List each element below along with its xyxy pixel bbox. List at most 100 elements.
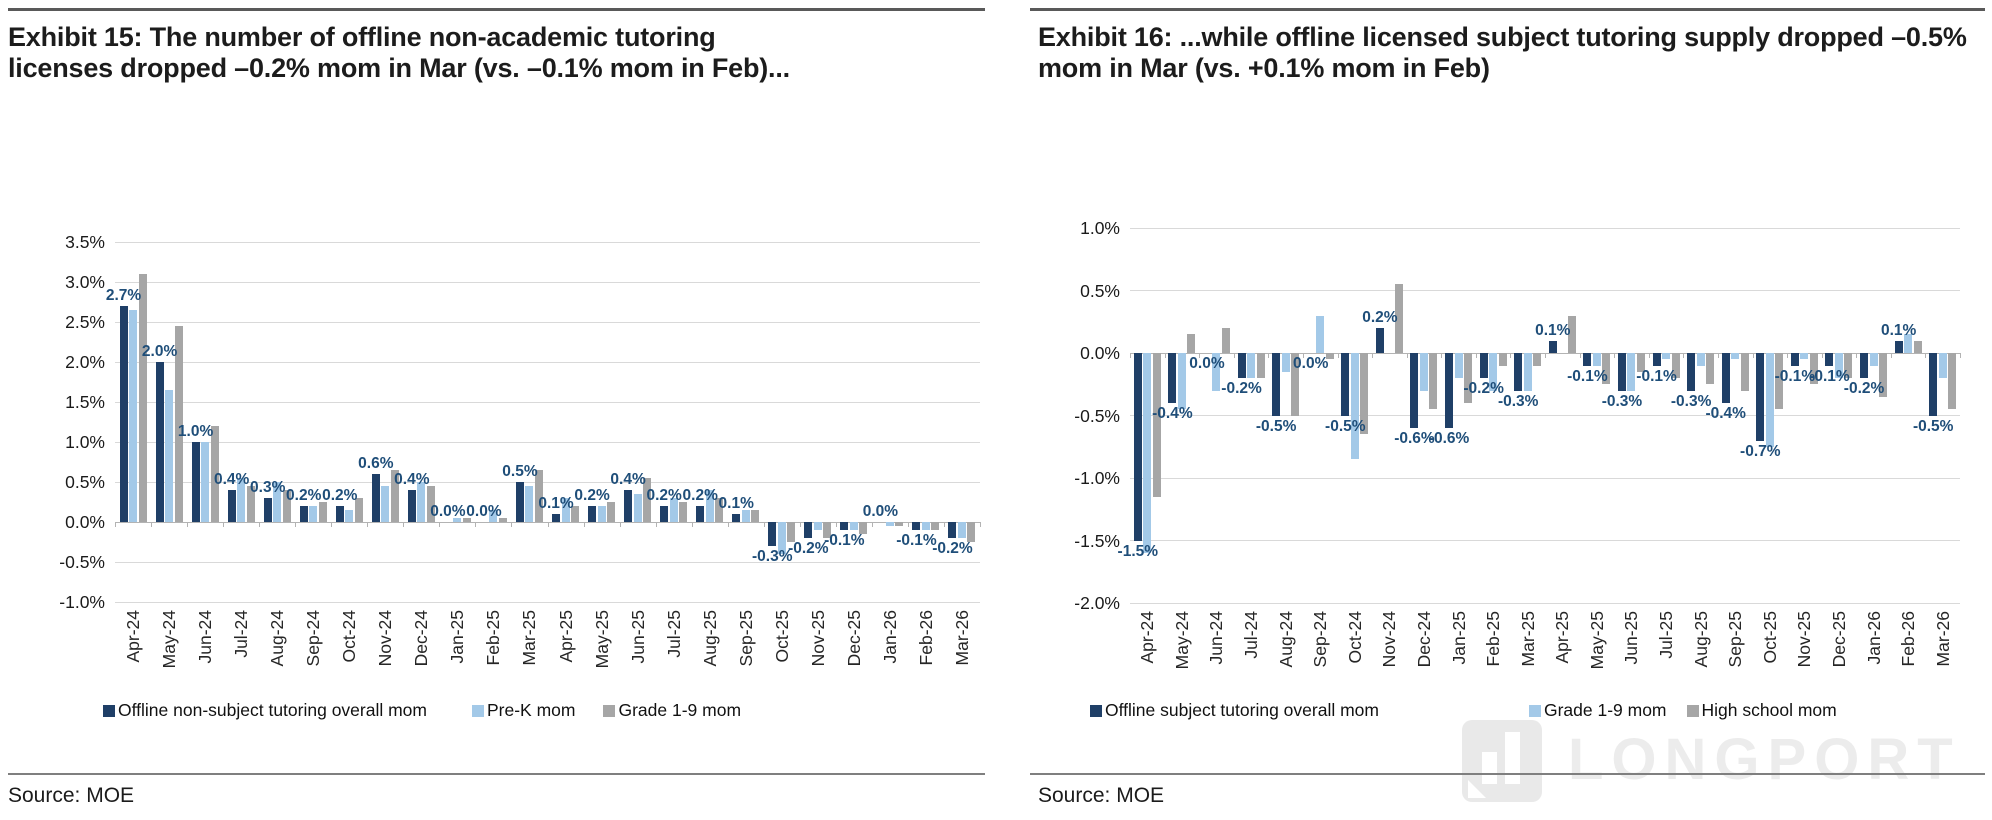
bar-data-label: -0.7%	[1740, 442, 1781, 460]
x-axis-category-label: Nov-25	[807, 610, 828, 667]
bar-data-label: -0.3%	[1497, 392, 1539, 410]
bar-data-label: -0.2%	[1463, 380, 1504, 397]
axis-tick	[691, 522, 693, 527]
x-axis-category-label: Feb-25	[483, 610, 504, 666]
bar	[1706, 353, 1715, 385]
bar	[138, 274, 147, 522]
bar	[1187, 334, 1196, 353]
bar	[119, 306, 128, 522]
x-axis-category-label: Oct-24	[1344, 611, 1365, 664]
bar	[1410, 353, 1419, 428]
bar-data-label: 0.0%	[466, 503, 502, 520]
bar	[1394, 284, 1403, 353]
bar-data-label: -0.6%	[1394, 430, 1435, 447]
axis-tick	[763, 522, 765, 527]
x-axis-category-label: Sep-25	[1725, 611, 1746, 668]
bar-data-label: -1.5%	[1117, 542, 1159, 560]
x-axis-category-label: Aug-24	[1275, 611, 1296, 668]
bar	[1860, 353, 1869, 378]
bar-data-label: 0.1%	[718, 495, 754, 512]
bar	[1929, 353, 1938, 416]
top-rule	[1030, 8, 1985, 11]
x-axis-category-label: Sep-25	[735, 610, 756, 667]
grid-line	[1130, 227, 1960, 229]
bar	[1775, 353, 1784, 410]
x-axis-category-label: Aug-25	[1690, 611, 1711, 668]
bar	[561, 498, 570, 522]
grid-line	[1130, 477, 1960, 479]
bar	[624, 490, 633, 522]
grid-line	[115, 441, 980, 443]
bar	[552, 514, 561, 522]
x-axis-category-label: Jun-25	[1621, 611, 1642, 665]
x-axis-category-label: Feb-26	[1898, 611, 1919, 667]
bar	[282, 490, 291, 522]
bar	[1627, 353, 1636, 391]
bar	[237, 478, 246, 522]
bar	[371, 474, 380, 522]
bar	[155, 362, 164, 522]
grid-line	[115, 561, 980, 563]
axis-tick	[295, 522, 297, 527]
bar	[1498, 353, 1507, 366]
bar-data-label: -0.3%	[1601, 392, 1643, 410]
bar	[1844, 353, 1853, 378]
x-axis-category-label: Jul-25	[663, 610, 684, 658]
axis-tick	[223, 522, 225, 527]
legend-item: Offline non-subject tutoring overall mom	[103, 700, 427, 721]
x-axis-category-label: Dec-25	[1828, 611, 1849, 668]
bar-data-label: 0.4%	[610, 471, 646, 488]
y-axis-tick-label: 0.5%	[65, 472, 105, 492]
x-axis-category-label: Sep-24	[303, 610, 324, 667]
chart-legend: Offline non-subject tutoring overall mom…	[103, 700, 741, 721]
bar	[489, 510, 498, 522]
bar	[1756, 353, 1765, 441]
bar	[660, 506, 669, 522]
bar-data-label: -0.2%	[788, 540, 829, 557]
y-axis-tick-label: 0.5%	[1080, 280, 1120, 301]
x-axis-category-label: Sep-24	[1310, 611, 1331, 668]
axis-tick	[1648, 353, 1650, 358]
legend-label: High school mom	[1701, 700, 1837, 720]
axis-tick	[1268, 353, 1270, 358]
bar	[1375, 328, 1384, 353]
legend-item: High school mom	[1686, 700, 1837, 721]
axis-tick	[619, 522, 621, 527]
x-axis-category-label: Mar-26	[1932, 611, 1953, 667]
axis-tick	[1856, 353, 1858, 358]
y-axis-tick-label: 3.0%	[65, 272, 105, 292]
x-axis-category-label: Dec-25	[843, 610, 864, 667]
legend-item: Grade 1-9 mom	[1528, 700, 1667, 721]
bar	[840, 522, 849, 530]
bar	[1212, 353, 1221, 391]
axis-tick	[511, 522, 513, 527]
bar	[299, 506, 308, 522]
longport-logo-icon	[1462, 720, 1542, 802]
bar	[1489, 353, 1498, 391]
bar	[1583, 353, 1592, 366]
bar	[715, 498, 724, 522]
bar	[931, 522, 940, 530]
bar	[227, 490, 236, 522]
bar-data-label: 0.2%	[286, 487, 322, 504]
bar	[1869, 353, 1878, 366]
axis-tick	[1337, 353, 1339, 358]
bar	[1133, 353, 1142, 541]
bar	[381, 486, 390, 522]
x-axis-category-label: Apr-24	[1137, 611, 1158, 664]
bar	[263, 498, 272, 522]
bar	[1350, 353, 1359, 460]
y-axis-tick-label: -1.5%	[1074, 530, 1120, 551]
x-axis-category-label: Oct-25	[1759, 611, 1780, 664]
y-axis-tick-label: 1.0%	[65, 432, 105, 452]
axis-tick	[115, 522, 116, 527]
bar-data-label: 0.1%	[1535, 321, 1571, 339]
axis-tick	[943, 522, 945, 527]
legend-marker	[603, 704, 616, 717]
bar	[1592, 353, 1601, 366]
bar	[407, 490, 416, 522]
x-axis-category-label: Jan-25	[1448, 611, 1469, 665]
bar-data-label: 2.0%	[141, 343, 178, 360]
axis-tick	[1302, 353, 1304, 358]
